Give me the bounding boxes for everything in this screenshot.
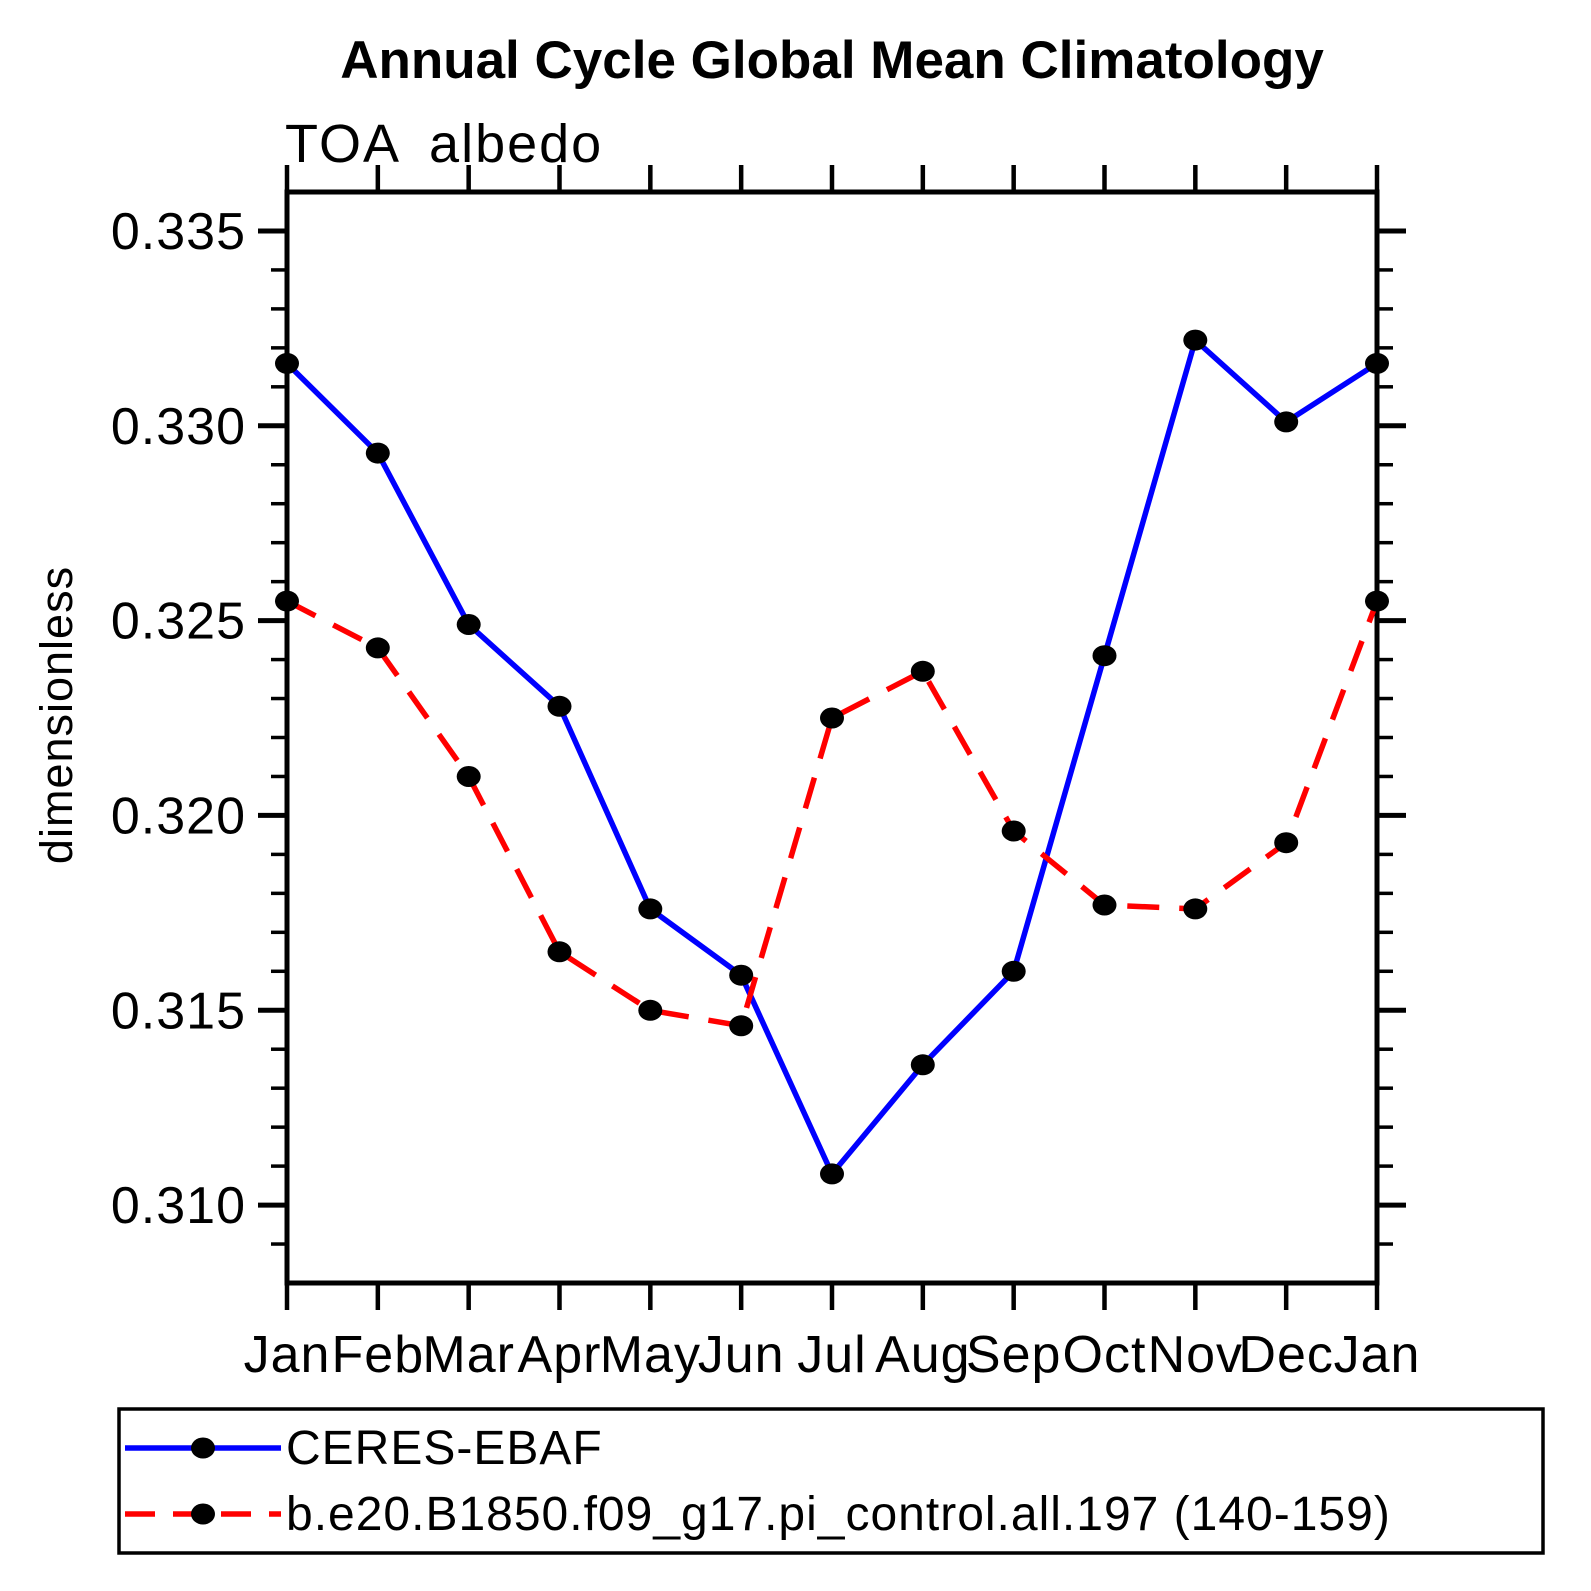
legend-label: CERES-EBAF <box>286 1422 603 1475</box>
data-point <box>1092 894 1117 916</box>
data-point <box>638 999 663 1021</box>
data-point <box>1092 645 1117 667</box>
data-point <box>729 1015 754 1037</box>
data-point <box>820 707 844 729</box>
x-tick-label: Jun <box>698 1326 785 1384</box>
y-tick-label: 0.330 <box>111 398 246 456</box>
x-tick-label: Jan <box>244 1326 331 1384</box>
x-tick-label: Aug <box>875 1326 971 1384</box>
legend-entry-1: b.e20.B1850.f09_g17.pi_control.all.197 (… <box>125 1488 1391 1541</box>
x-tick-label: Mar <box>422 1326 515 1384</box>
legend-label: b.e20.B1850.f09_g17.pi_control.all.197 (… <box>286 1488 1391 1541</box>
data-point <box>1274 411 1299 433</box>
data-point <box>1365 590 1389 612</box>
x-tick-label: Apr <box>518 1326 602 1384</box>
chart-subtitle: TOA albedo <box>285 114 603 174</box>
data-point <box>820 1163 844 1185</box>
y-tick-label: 0.335 <box>111 203 246 261</box>
data-point <box>456 766 481 787</box>
x-tick-label: Jan <box>1334 1326 1421 1384</box>
data-point <box>1001 820 1026 842</box>
series-line-0 <box>285 335 1379 1180</box>
data-point <box>1183 329 1208 351</box>
data-point <box>1001 960 1026 982</box>
y-axis: 0.335 0.330 0.325 0.320 0.315 0.310 <box>111 203 1406 1246</box>
y-tick-label: 0.325 <box>111 593 246 651</box>
y-tick-label: 0.310 <box>111 1177 246 1235</box>
legend: CERES-EBAF b.e20.B1850.f09_g17.pi_control… <box>117 1407 1545 1555</box>
legend-marker <box>191 1437 215 1459</box>
data-point <box>547 941 572 963</box>
data-point <box>1365 352 1389 374</box>
x-tick-label: Nov <box>1148 1326 1243 1384</box>
data-point <box>275 352 299 374</box>
data-point <box>1274 832 1299 854</box>
data-point <box>456 614 481 635</box>
y-tick-label: 0.315 <box>111 982 246 1040</box>
data-point <box>365 442 390 464</box>
data-point <box>365 637 390 659</box>
x-tick-label: Sep <box>966 1326 1062 1384</box>
x-tick-label: Feb <box>332 1326 425 1384</box>
data-point <box>729 964 754 986</box>
series-markers-0 <box>275 329 1389 1185</box>
chart-title: Annual Cycle Global Mean Climatology <box>340 31 1324 90</box>
series-markers-1 <box>275 590 1389 1037</box>
data-point <box>910 1054 935 1076</box>
y-axis-label: dimensionless <box>31 566 82 864</box>
data-point <box>910 660 935 682</box>
y-tick-label: 0.320 <box>111 787 246 845</box>
x-tick-label: May <box>600 1326 701 1384</box>
legend-entry-0: CERES-EBAF <box>125 1422 603 1475</box>
series-line-1 <box>285 598 1380 1029</box>
data-point <box>638 898 663 920</box>
x-tick-label: Jul <box>797 1326 866 1384</box>
data-point <box>275 590 299 612</box>
legend-marker <box>191 1503 215 1525</box>
x-tick-label: Oct <box>1063 1326 1147 1384</box>
data-point <box>1183 898 1208 920</box>
x-tick-label: Dec <box>1238 1326 1333 1384</box>
data-point <box>547 695 572 717</box>
